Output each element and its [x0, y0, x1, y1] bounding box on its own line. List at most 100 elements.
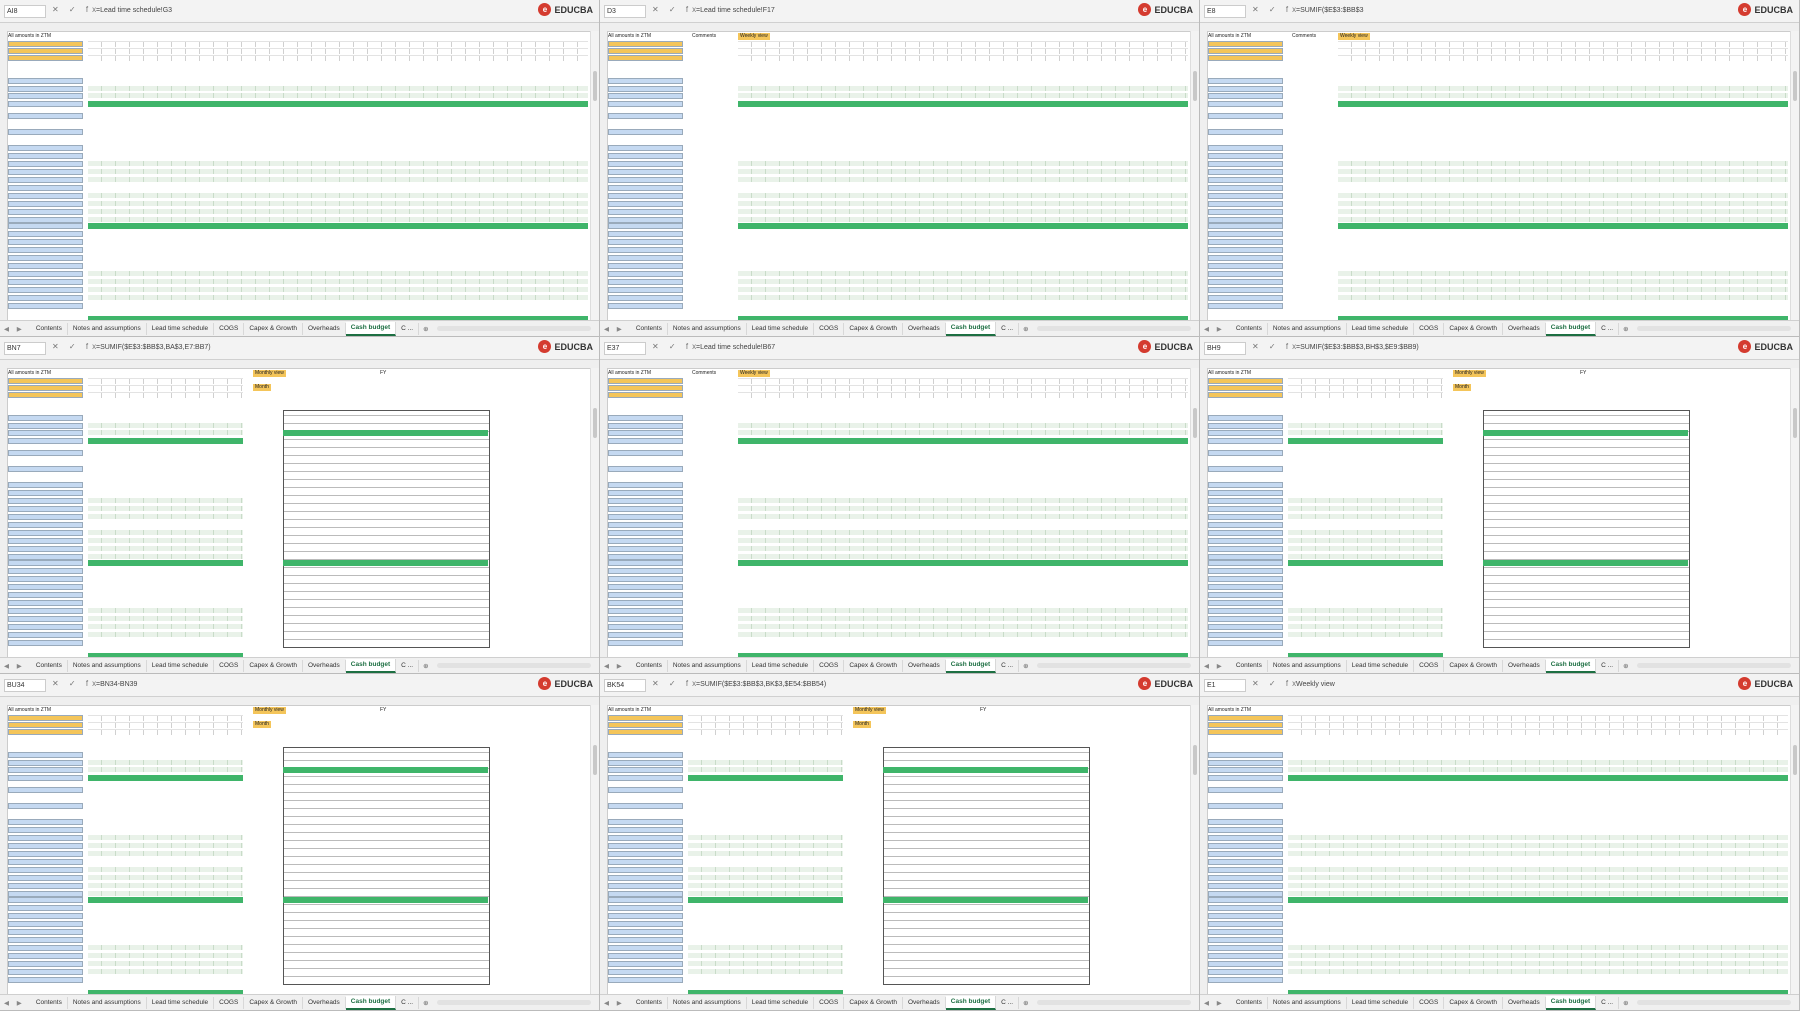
formula-input[interactable]: =SUMIF($E$3:$BB$3,BA$3,E7:BB7) [96, 344, 211, 351]
sheet-tab[interactable]: COGS [214, 322, 245, 335]
name-box[interactable]: BK54 [604, 679, 646, 692]
sheet-tab[interactable]: Overheads [1503, 322, 1546, 335]
sheet-tab[interactable]: Lead time schedule [1347, 322, 1415, 335]
name-box[interactable]: AI8 [4, 5, 46, 18]
sheet-tab[interactable]: COGS [814, 322, 845, 335]
name-box[interactable]: E37 [604, 342, 646, 355]
vertical-scrollbar[interactable] [1790, 31, 1799, 320]
sheet-tab[interactable]: Contents [31, 659, 68, 672]
sheet-tab[interactable]: C ... [396, 659, 420, 672]
sheet-tab[interactable]: Capex & Growth [244, 322, 303, 335]
name-box[interactable]: D3 [604, 5, 646, 18]
sheet-tab[interactable]: Cash budget [345, 321, 397, 336]
sheet-tab[interactable]: Overheads [903, 996, 946, 1009]
vertical-scrollbar[interactable] [1790, 368, 1799, 657]
vertical-scrollbar[interactable] [590, 705, 599, 994]
formula-input[interactable]: =Lead time schedule!G3 [96, 7, 173, 14]
add-sheet-icon[interactable]: ⊕ [423, 999, 429, 1007]
tab-nav-arrows[interactable]: ◀ ▶ [1204, 325, 1225, 333]
formula-icons[interactable]: ✕ ✓ fx [52, 342, 101, 351]
sheet-tab[interactable]: Notes and assumptions [1268, 996, 1347, 1009]
sheet-area[interactable]: All amounts in ZTM Comments Weekly view [608, 370, 1189, 659]
sheet-tab[interactable]: Cash budget [1545, 995, 1597, 1010]
formula-input[interactable]: Weekly view [1296, 681, 1335, 688]
row-headers[interactable] [0, 31, 8, 320]
add-sheet-icon[interactable]: ⊕ [423, 662, 429, 670]
name-box[interactable]: BH9 [1204, 342, 1246, 355]
column-headers[interactable] [1200, 697, 1799, 706]
sheet-tab[interactable]: COGS [214, 659, 245, 672]
add-sheet-icon[interactable]: ⊕ [1623, 999, 1629, 1007]
sheet-tab[interactable]: Notes and assumptions [1268, 322, 1347, 335]
sheet-tab[interactable]: Cash budget [345, 658, 397, 673]
sheet-tab[interactable]: Cash budget [945, 321, 997, 336]
sheet-tab[interactable]: Overheads [303, 322, 346, 335]
tab-nav-arrows[interactable]: ◀ ▶ [1204, 662, 1225, 670]
sheet-tab[interactable]: COGS [814, 996, 845, 1009]
column-headers[interactable] [0, 697, 599, 706]
sheet-tab[interactable]: Notes and assumptions [668, 659, 747, 672]
tab-nav-arrows[interactable]: ◀ ▶ [604, 662, 625, 670]
row-headers[interactable] [1200, 368, 1208, 657]
sheet-area[interactable]: All amounts in ZTM Monthly view Month FY [8, 370, 589, 659]
sheet-tab[interactable]: C ... [396, 996, 420, 1009]
sheet-tab[interactable]: Lead time schedule [1347, 996, 1415, 1009]
sheet-tab[interactable]: C ... [996, 322, 1020, 335]
row-headers[interactable] [600, 705, 608, 994]
sheet-tab[interactable]: Contents [1231, 659, 1268, 672]
horizontal-scrollbar[interactable] [1636, 663, 1791, 668]
row-headers[interactable] [600, 31, 608, 320]
name-box[interactable]: E8 [1204, 5, 1246, 18]
sheet-tab[interactable]: Capex & Growth [844, 996, 903, 1009]
formula-input[interactable]: =SUMIF($E$3:$BB$3,BK$3,$E54:$BB54) [696, 681, 827, 688]
sheet-tab[interactable]: Lead time schedule [1347, 659, 1415, 672]
sheet-tab[interactable]: Overheads [903, 322, 946, 335]
add-sheet-icon[interactable]: ⊕ [1023, 662, 1029, 670]
sheet-tab[interactable]: Notes and assumptions [1268, 659, 1347, 672]
column-headers[interactable] [0, 23, 599, 32]
add-sheet-icon[interactable]: ⊕ [1023, 325, 1029, 333]
tab-nav-arrows[interactable]: ◀ ▶ [604, 325, 625, 333]
sheet-tab[interactable]: Capex & Growth [244, 996, 303, 1009]
sheet-tab[interactable]: COGS [1414, 322, 1445, 335]
row-headers[interactable] [1200, 705, 1208, 994]
sheet-tab[interactable]: Lead time schedule [147, 996, 215, 1009]
tab-nav-arrows[interactable]: ◀ ▶ [4, 999, 25, 1007]
formula-icons[interactable]: ✕ ✓ fx [1252, 5, 1301, 14]
add-sheet-icon[interactable]: ⊕ [1023, 999, 1029, 1007]
formula-icons[interactable]: ✕ ✓ fx [52, 679, 101, 688]
sheet-tab[interactable]: Lead time schedule [747, 659, 815, 672]
sheet-tab[interactable]: Cash budget [945, 995, 997, 1010]
sheet-tab[interactable]: Contents [1231, 322, 1268, 335]
formula-icons[interactable]: ✕ ✓ fx [652, 5, 701, 14]
add-sheet-icon[interactable]: ⊕ [423, 325, 429, 333]
column-headers[interactable] [600, 697, 1199, 706]
column-headers[interactable] [1200, 23, 1799, 32]
sheet-tab[interactable]: Notes and assumptions [668, 996, 747, 1009]
sheet-tab[interactable]: Cash budget [1545, 658, 1597, 673]
add-sheet-icon[interactable]: ⊕ [1623, 662, 1629, 670]
sheet-tab[interactable]: COGS [1414, 996, 1445, 1009]
vertical-scrollbar[interactable] [1190, 31, 1199, 320]
sheet-tab[interactable]: C ... [1596, 659, 1620, 672]
sheet-tab[interactable]: Cash budget [345, 995, 397, 1010]
sheet-tab[interactable]: Capex & Growth [1444, 996, 1503, 1009]
sheet-area[interactable]: All amounts in ZTM [8, 33, 589, 322]
sheet-tab[interactable]: COGS [1414, 659, 1445, 672]
sheet-tab[interactable]: Capex & Growth [1444, 659, 1503, 672]
sheet-tab[interactable]: Notes and assumptions [668, 322, 747, 335]
sheet-tab[interactable]: Contents [631, 996, 668, 1009]
formula-icons[interactable]: ✕ ✓ fx [1252, 342, 1301, 351]
formula-input[interactable]: =SUMIF($E$3:$BB$3 [1296, 7, 1364, 14]
sheet-tab[interactable]: Lead time schedule [747, 322, 815, 335]
sheet-tab[interactable]: Overheads [903, 659, 946, 672]
horizontal-scrollbar[interactable] [1036, 663, 1191, 668]
sheet-tab[interactable]: Contents [1231, 996, 1268, 1009]
row-headers[interactable] [0, 705, 8, 994]
row-headers[interactable] [1200, 31, 1208, 320]
horizontal-scrollbar[interactable] [1636, 1000, 1791, 1005]
sheet-tab[interactable]: C ... [1596, 322, 1620, 335]
horizontal-scrollbar[interactable] [1036, 326, 1191, 331]
sheet-tab[interactable]: COGS [814, 659, 845, 672]
horizontal-scrollbar[interactable] [1036, 1000, 1191, 1005]
